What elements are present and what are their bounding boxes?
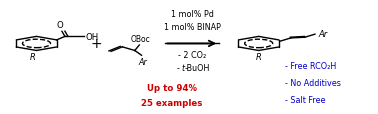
Text: -BuOH: -BuOH (184, 64, 210, 73)
Text: -: - (176, 64, 179, 73)
Text: +: + (91, 37, 102, 51)
Text: 1 mol% BINAP: 1 mol% BINAP (164, 23, 220, 32)
Text: Ar: Ar (318, 30, 327, 38)
Text: - Free RCO₂H: - Free RCO₂H (285, 62, 336, 70)
Text: OH: OH (85, 32, 99, 41)
Text: Up to 94%: Up to 94% (147, 84, 197, 92)
Text: R: R (256, 53, 262, 62)
Text: - No Additives: - No Additives (285, 78, 341, 87)
Text: OBoc: OBoc (130, 34, 150, 43)
Text: R: R (30, 53, 36, 62)
Text: t: t (181, 64, 184, 73)
Text: O: O (57, 21, 64, 30)
Text: 1 mol% Pd: 1 mol% Pd (170, 10, 214, 19)
Text: 25 examples: 25 examples (141, 98, 203, 107)
Text: Ar: Ar (138, 58, 147, 67)
Text: - Salt Free: - Salt Free (285, 95, 325, 104)
Text: - 2 CO₂: - 2 CO₂ (178, 50, 206, 59)
